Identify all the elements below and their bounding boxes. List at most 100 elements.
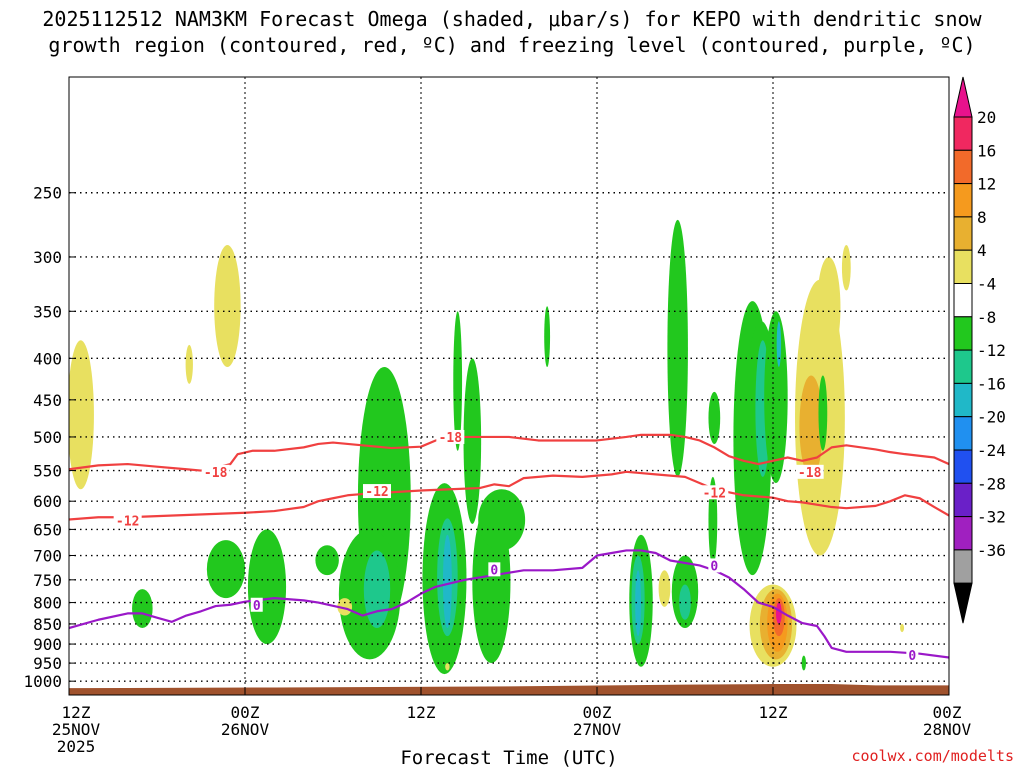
omega-shade-region — [544, 306, 551, 368]
y-tick-label: 500 — [33, 428, 62, 447]
colorbar-bin — [953, 516, 973, 551]
omega-shade-region — [799, 375, 823, 477]
colorbar-label: -20 — [977, 408, 1006, 427]
pressure-axis: 2503003504004505005506006507007508008509… — [23, 184, 75, 691]
contour-label: 0 — [253, 599, 261, 614]
y-tick-label: 950 — [33, 654, 62, 673]
x-tick-label: 12Z — [407, 703, 436, 722]
colorbar-bin — [953, 183, 973, 218]
colorbar-bin — [953, 149, 973, 185]
y-tick-label: 800 — [33, 594, 62, 613]
colorbar: 20 16 12 8 4 -4 -8 -12 -16 -20 -24 -28 -32 -36 — [953, 76, 1006, 624]
omega-shade-region — [443, 534, 452, 629]
colorbar-label: -36 — [977, 541, 1006, 560]
contour-label-bg — [488, 562, 501, 577]
contour-line — [69, 549, 949, 659]
omega-shade-region — [69, 340, 94, 490]
colorbar-label: -24 — [977, 441, 1006, 460]
contour-label-bg — [708, 558, 721, 573]
omega-shade-region — [478, 489, 526, 551]
colorbar-bin — [953, 216, 973, 251]
omega-shade-region — [247, 529, 287, 645]
contour-label: -12 — [116, 515, 139, 530]
colorbar-bottom-arrow — [953, 582, 973, 624]
colorbar-bin — [953, 349, 973, 384]
omega-shade-region — [801, 655, 806, 671]
x-tick-label: 00Z — [583, 703, 612, 722]
y-tick-label: 850 — [33, 615, 62, 634]
omega-shade-region — [764, 311, 788, 484]
omega-shade-region — [635, 570, 641, 637]
chart-title-line2: growth region (contoured, red, ºC) and f… — [48, 33, 975, 57]
contour-label: -18 — [798, 466, 822, 481]
x-tick-label: 12Z — [62, 703, 91, 722]
y-tick-label: 550 — [33, 462, 62, 481]
omega-shade-region — [708, 391, 721, 444]
x-tick-label: 28NOV — [923, 720, 972, 739]
y-tick-label: 250 — [33, 184, 62, 203]
omega-shade-region — [315, 545, 339, 576]
contour-label-bg — [700, 485, 729, 500]
omega-shade-region — [214, 245, 241, 368]
contour-label-bg — [436, 429, 465, 444]
y-tick-label: 350 — [33, 302, 62, 321]
contour-label: 0 — [908, 649, 916, 664]
omega-shade-region — [818, 375, 828, 451]
x-tick-label: 26NOV — [221, 720, 270, 739]
x-axis-label: Forecast Time (UTC) — [400, 747, 617, 768]
y-tick-label: 300 — [33, 248, 62, 267]
contour-label: -18 — [439, 431, 463, 446]
y-tick-label: 450 — [33, 391, 62, 410]
x-tick-label: 00Z — [933, 703, 962, 722]
omega-shade-region — [132, 589, 153, 629]
omega-shade-region — [463, 358, 482, 524]
colorbar-bin — [953, 449, 973, 484]
colorbar-bin — [953, 482, 973, 518]
colorbar-bin — [953, 116, 973, 151]
x-tick-label: 2025 — [57, 737, 96, 756]
colorbar-label: 20 — [977, 108, 996, 127]
terrain-fill — [69, 683, 949, 695]
omega-shade-region — [453, 311, 463, 451]
omega-shade-region — [775, 602, 782, 624]
colorbar-label: -32 — [977, 508, 1006, 527]
colorbar-label: 12 — [977, 175, 996, 194]
contour-label: -18 — [204, 466, 228, 481]
colorbar-bin — [953, 549, 973, 584]
contour-label-bg — [906, 647, 919, 662]
omega-shade-region — [667, 219, 688, 477]
colorbar-label: -4 — [977, 275, 996, 294]
omega-shade-region — [900, 623, 905, 633]
omega-shade-region — [206, 540, 245, 599]
colorbar-bin — [953, 283, 973, 318]
colorbar-top-arrow — [953, 76, 973, 118]
contour-label: -12 — [365, 485, 388, 500]
omega-shade-region — [658, 570, 671, 607]
contour-label-bg — [113, 513, 142, 528]
colorbar-label: -28 — [977, 474, 1006, 493]
chart-title-line1: 2025112512 NAM3KM Forecast Omega (shaded… — [42, 7, 982, 31]
x-tick-label: 12Z — [759, 703, 788, 722]
x-tick-label: 27NOV — [573, 720, 622, 739]
y-tick-label: 1000 — [23, 672, 62, 691]
colorbar-bin — [953, 249, 973, 284]
colorbar-bin — [953, 416, 973, 451]
temperature-contours: -18 -18 -18 -12 -12 -12 0 0 0 0 — [69, 429, 949, 664]
omega-shading — [69, 219, 905, 675]
terrain-surface — [69, 683, 949, 695]
omega-shade-region — [363, 550, 391, 629]
colorbar-label: 4 — [977, 241, 987, 260]
x-tick-label: 25NOV — [52, 720, 101, 739]
omega-shade-region — [841, 245, 851, 291]
omega-shade-region — [185, 344, 193, 384]
x-tick-label: 00Z — [231, 703, 260, 722]
omega-shade-region — [776, 321, 782, 368]
site-credit[interactable]: coolwx.com/modelts — [851, 747, 1014, 765]
contour-label-bg — [201, 464, 230, 479]
contour-line — [69, 470, 949, 521]
contour-line — [69, 433, 949, 472]
omega-shade-region — [817, 256, 841, 359]
plot-area: -18 -18 -18 -12 -12 -12 0 0 0 0 — [68, 76, 950, 696]
